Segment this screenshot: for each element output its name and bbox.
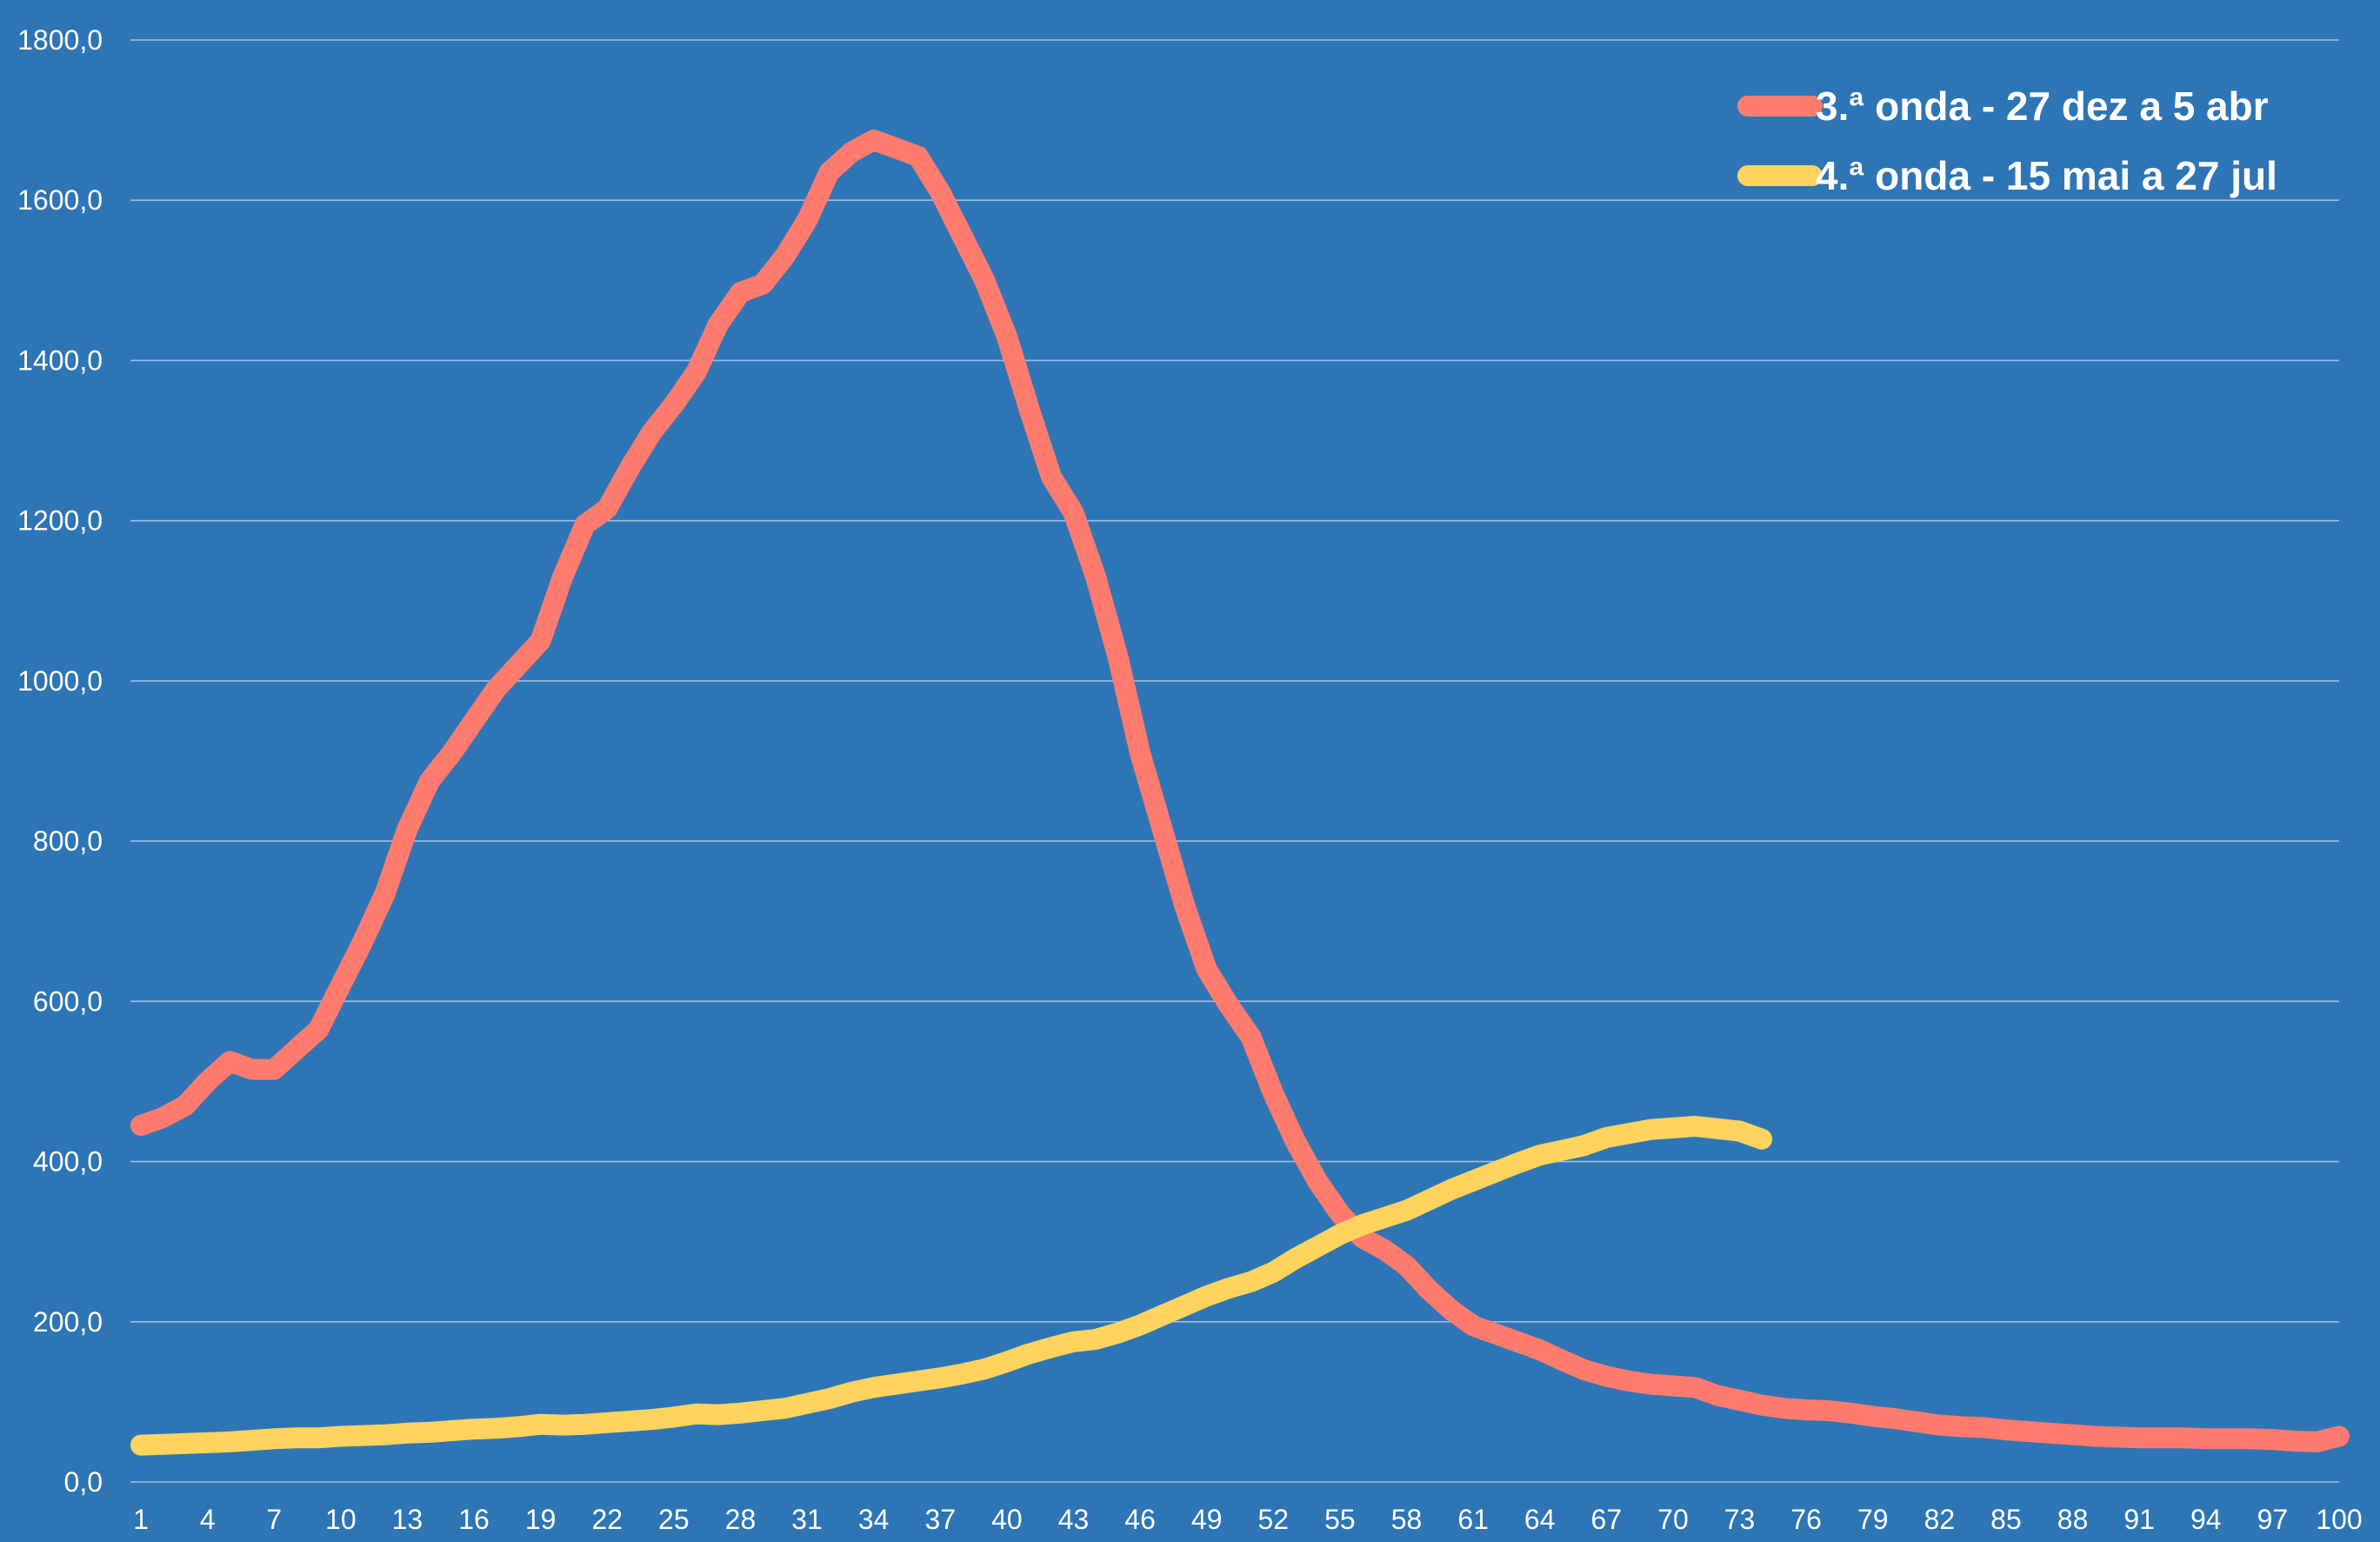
y-tick-label: 600,0	[33, 985, 103, 1017]
x-tick-label: 88	[2057, 1504, 2089, 1535]
x-tick-label: 97	[2257, 1504, 2289, 1535]
y-axis-tick-labels: 0,0 200,0 400,0 600,0 800,0 1000,0 1200,0 1400,…	[17, 24, 103, 1498]
x-tick-label: 4	[200, 1504, 216, 1535]
series-line-2	[130, 1116, 1773, 1456]
x-tick-label: 28	[725, 1504, 757, 1535]
x-tick-label: 94	[2190, 1504, 2222, 1535]
gridlines	[130, 39, 2339, 1483]
x-tick-label: 49	[1191, 1504, 1223, 1535]
y-tick-label: 1600,0	[17, 184, 103, 216]
y-tick-label: 400,0	[33, 1146, 103, 1178]
x-tick-label: 64	[1524, 1504, 1556, 1535]
x-tick-label: 85	[1990, 1504, 2022, 1535]
series-line-1	[130, 130, 2350, 1452]
x-tick-label: 52	[1258, 1504, 1290, 1535]
y-tick-label: 1000,0	[17, 665, 103, 697]
x-tick-label: 1	[133, 1504, 149, 1535]
x-tick-label: 37	[924, 1504, 956, 1535]
x-tick-label: 70	[1657, 1504, 1689, 1535]
x-tick-label: 31	[791, 1504, 823, 1535]
legend: 3.ª onda - 27 dez a 5 abr 4.ª onda - 15 m…	[1737, 83, 2277, 198]
x-tick-label: 79	[1857, 1504, 1889, 1535]
x-tick-label: 16	[458, 1504, 490, 1535]
y-tick-label: 200,0	[33, 1306, 103, 1338]
x-tick-label: 40	[991, 1504, 1023, 1535]
x-tick-label: 34	[858, 1504, 890, 1535]
x-tick-label: 76	[1790, 1504, 1822, 1535]
x-tick-label: 43	[1058, 1504, 1090, 1535]
x-tick-label: 61	[1457, 1504, 1489, 1535]
x-tick-label: 25	[658, 1504, 690, 1535]
legend-label-1: 3.ª onda - 27 dez a 5 abr	[1816, 83, 2269, 129]
y-tick-label: 800,0	[33, 825, 103, 857]
x-tick-label: 19	[525, 1504, 557, 1535]
legend-label-2: 4.ª onda - 15 mai a 27 jul	[1816, 153, 2277, 198]
y-tick-label: 1800,0	[17, 24, 103, 56]
x-tick-label: 22	[591, 1504, 623, 1535]
x-tick-label: 10	[325, 1504, 357, 1535]
y-tick-label: 0,0	[64, 1466, 103, 1498]
x-tick-label: 46	[1124, 1504, 1156, 1535]
x-tick-label: 58	[1391, 1504, 1423, 1535]
x-tick-label: 100	[2316, 1504, 2362, 1535]
x-tick-label: 82	[1924, 1504, 1956, 1535]
series-lines	[130, 130, 2350, 1456]
x-tick-label: 67	[1591, 1504, 1623, 1535]
x-axis-tick-labels: 1 4 7 10 13 16 19 22 25 28 31 34 37 40 43 46 49 52 55 58 61 6…	[133, 1504, 2363, 1535]
x-tick-label: 55	[1324, 1504, 1356, 1535]
y-tick-label: 1400,0	[17, 344, 103, 376]
x-tick-label: 91	[2123, 1504, 2155, 1535]
x-tick-label: 13	[392, 1504, 423, 1535]
x-tick-label: 7	[266, 1504, 282, 1535]
x-tick-label: 73	[1724, 1504, 1756, 1535]
y-tick-label: 1200,0	[17, 505, 103, 537]
